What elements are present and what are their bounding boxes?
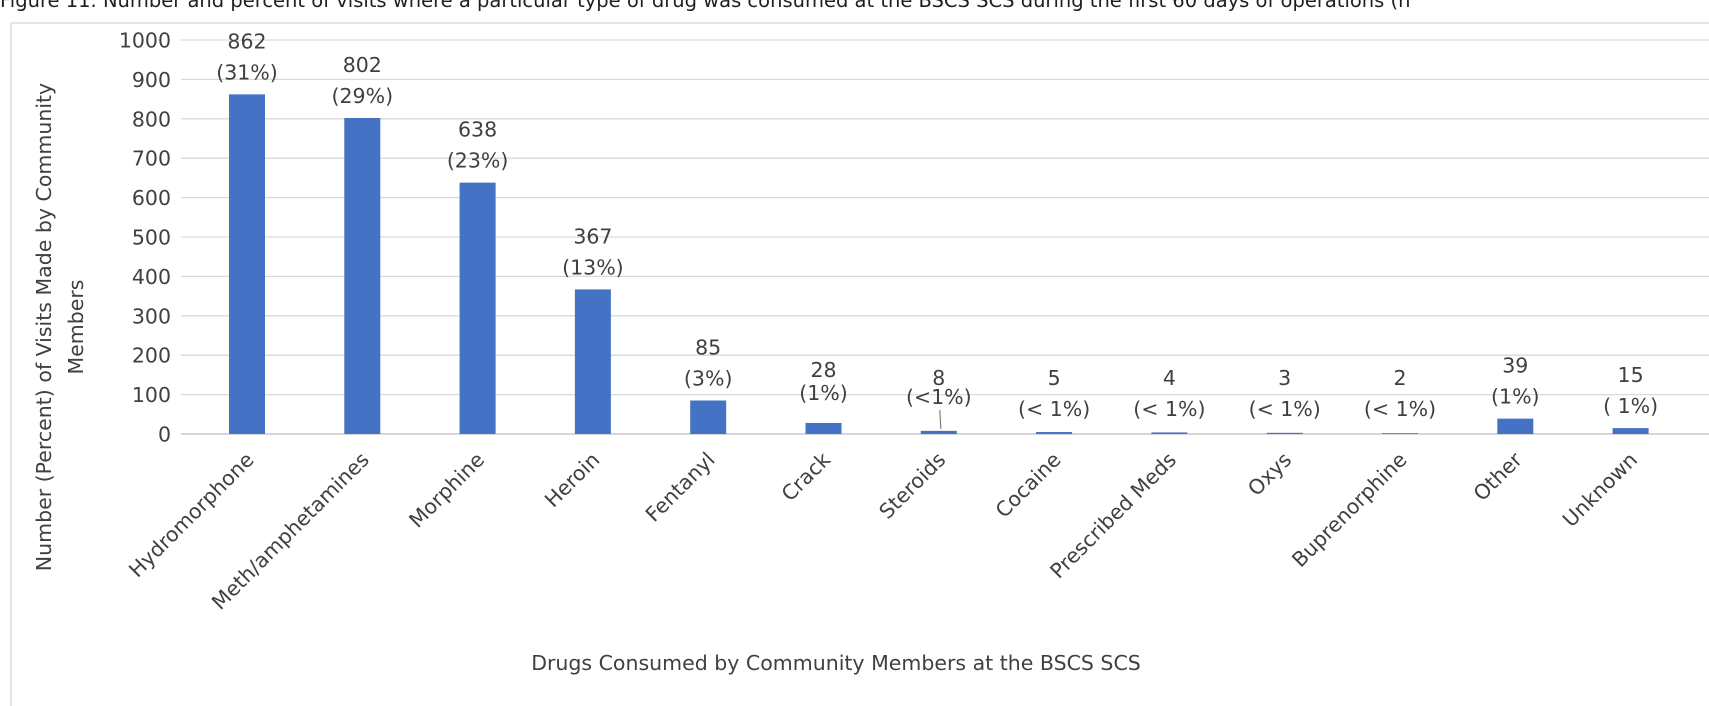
x-tick-label: Cocaine xyxy=(991,448,1066,523)
bar-oxys xyxy=(1266,432,1303,434)
data-label-percent: (< 1%) xyxy=(1249,397,1321,421)
y-tick-label: 800 xyxy=(132,107,171,131)
data-label-percent: (< 1%) xyxy=(1018,397,1090,421)
x-tick-label: Other xyxy=(1469,447,1528,506)
y-axis-title-line: Members xyxy=(64,279,88,374)
x-tick-label: Fentanyl xyxy=(641,448,720,527)
y-tick-label: 0 xyxy=(158,423,171,447)
bar-steroids xyxy=(920,430,957,434)
data-label-percent: (29%) xyxy=(332,84,394,108)
bar-other xyxy=(1497,418,1534,434)
x-tick-label: Crack xyxy=(777,447,835,505)
data-label-value: 39 xyxy=(1502,354,1528,378)
bar-unknown xyxy=(1612,428,1649,434)
bar-fentanyl xyxy=(690,400,727,434)
data-label-value: 862 xyxy=(227,29,266,53)
data-label-value: 367 xyxy=(573,224,612,248)
data-label-value: 28 xyxy=(810,358,836,382)
x-tick-label: Heroin xyxy=(540,448,605,513)
y-tick-label: 300 xyxy=(132,304,171,328)
x-tick-label: Oxys xyxy=(1243,448,1296,501)
data-label-percent: (< 1%) xyxy=(1364,397,1436,421)
figure-caption: Figure 11. Number and percent of visits … xyxy=(0,0,1410,12)
data-label-value: 2 xyxy=(1393,366,1406,390)
y-tick-label: 200 xyxy=(132,344,171,368)
data-label-leader-line xyxy=(939,409,942,429)
x-tick-label: Morphine xyxy=(404,448,489,533)
data-label-percent: (1%) xyxy=(1491,385,1540,409)
y-axis-title: Number (Percent) of Visits Made by Commu… xyxy=(32,83,88,571)
x-tick-label: Steroids xyxy=(874,448,950,524)
data-label-percent: ( 1%) xyxy=(1603,394,1658,418)
x-tick-label: Unknown xyxy=(1558,448,1642,532)
bar-morphine xyxy=(459,182,496,434)
data-label-value: 15 xyxy=(1618,363,1644,387)
y-tick-label: 600 xyxy=(132,186,171,210)
y-tick-label: 400 xyxy=(132,265,171,289)
bar-heroin xyxy=(574,289,611,434)
data-label-value: 85 xyxy=(695,336,721,360)
data-label-value: 802 xyxy=(343,53,382,77)
y-axis-title-line: Number (Percent) of Visits Made by Commu… xyxy=(32,83,56,571)
x-tick-label: Prescribed Meds xyxy=(1045,448,1181,584)
bar-meth-amphetamines xyxy=(344,118,381,435)
data-label-value: 4 xyxy=(1163,366,1176,390)
data-labels: 862(31%) 802(29%)638(23%)367(13%)85(3%) 28… xyxy=(216,29,1658,429)
y-tick-label: 100 xyxy=(132,383,171,407)
y-tick-label: 500 xyxy=(132,226,171,250)
data-label-percent: (3%) xyxy=(684,367,733,391)
data-label-percent: (13%) xyxy=(562,255,624,279)
y-tick-label: 900 xyxy=(132,68,171,92)
data-label-value: 3 xyxy=(1278,366,1291,390)
data-label-value: 8 xyxy=(932,366,945,390)
data-label-percent: (23%) xyxy=(447,149,509,173)
bar-crack xyxy=(805,422,842,434)
data-label-value: 638 xyxy=(458,118,497,142)
x-tick-label: Buprenorphine xyxy=(1287,448,1411,572)
x-axis-title: Drugs Consumed by Community Members at t… xyxy=(531,651,1141,675)
data-label-percent: (1%) xyxy=(799,381,848,405)
bar-cocaine xyxy=(1036,432,1073,434)
bar-hydromorphone xyxy=(229,94,265,434)
gridlines xyxy=(181,39,1709,435)
data-label-percent: (<1%) xyxy=(906,385,972,409)
data-label-percent: (31%) xyxy=(216,60,278,84)
bar-series xyxy=(229,94,1649,435)
data-label-value: 5 xyxy=(1048,366,1061,390)
data-label-percent: (< 1%) xyxy=(1133,397,1205,421)
bar-buprenorphine xyxy=(1382,433,1418,434)
bar-prescribed-meds xyxy=(1151,432,1188,434)
y-tick-label: 1000 xyxy=(119,29,171,53)
y-tick-label: 700 xyxy=(132,147,171,171)
chart-area-border xyxy=(10,22,1709,706)
y-axis-ticks: 0 100 200 300 400 500 600 700 800 900 1000 xyxy=(119,29,171,447)
x-tick-label: Hydromorphone xyxy=(124,448,258,582)
